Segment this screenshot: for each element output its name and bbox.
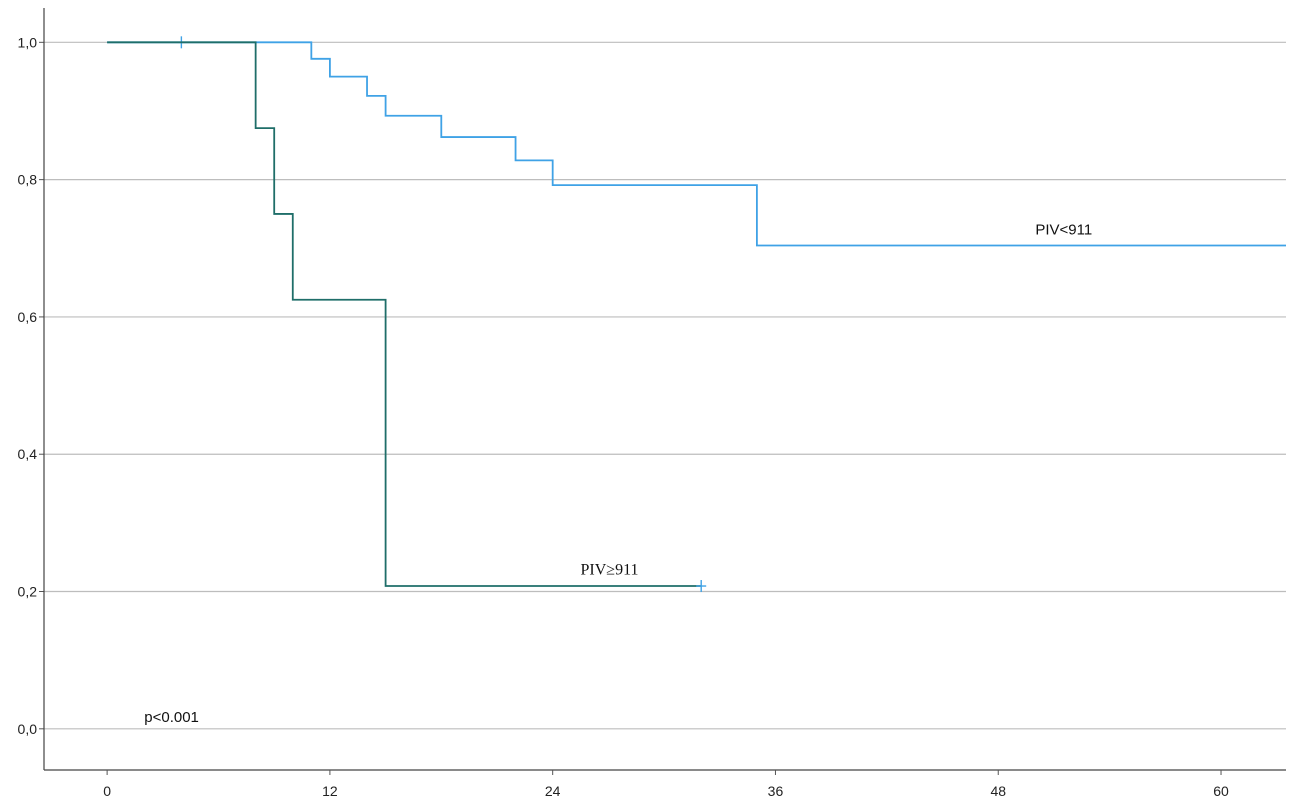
x-tick-label: 60 bbox=[1213, 783, 1229, 799]
survival-curves bbox=[107, 36, 1286, 593]
survival-curve-series-0 bbox=[107, 41, 1286, 247]
y-tick-labels: 0,0 0,2 0,4 0,6 0,8 1,0 bbox=[18, 34, 38, 736]
y-tick-label: 0,0 bbox=[18, 721, 38, 737]
y-tick-label: 0,8 bbox=[18, 172, 38, 188]
y-tick-label: 1,0 bbox=[18, 34, 38, 50]
annotation-label: p<0.001 bbox=[144, 709, 199, 726]
y-tick-label: 0,4 bbox=[18, 446, 38, 462]
x-tick-label: 24 bbox=[545, 783, 561, 799]
x-tick-label: 48 bbox=[990, 783, 1006, 799]
axes bbox=[39, 8, 1286, 775]
x-tick-label: 0 bbox=[103, 783, 111, 799]
survival-curve-series-1 bbox=[107, 41, 702, 587]
x-tick-label: 36 bbox=[768, 783, 784, 799]
y-tick-label: 0,2 bbox=[18, 584, 38, 600]
grid-lines bbox=[44, 41, 1286, 730]
y-tick-label: 0,6 bbox=[18, 309, 38, 325]
annotations: PIV<911 PIV≥911 p<0.001 bbox=[144, 222, 1092, 726]
annotation-label: PIV<911 bbox=[1035, 222, 1092, 239]
x-tick-labels: 0 12 24 36 48 60 bbox=[103, 783, 1229, 799]
annotation-label: PIV≥911 bbox=[581, 561, 639, 578]
x-tick-label: 12 bbox=[322, 783, 338, 799]
